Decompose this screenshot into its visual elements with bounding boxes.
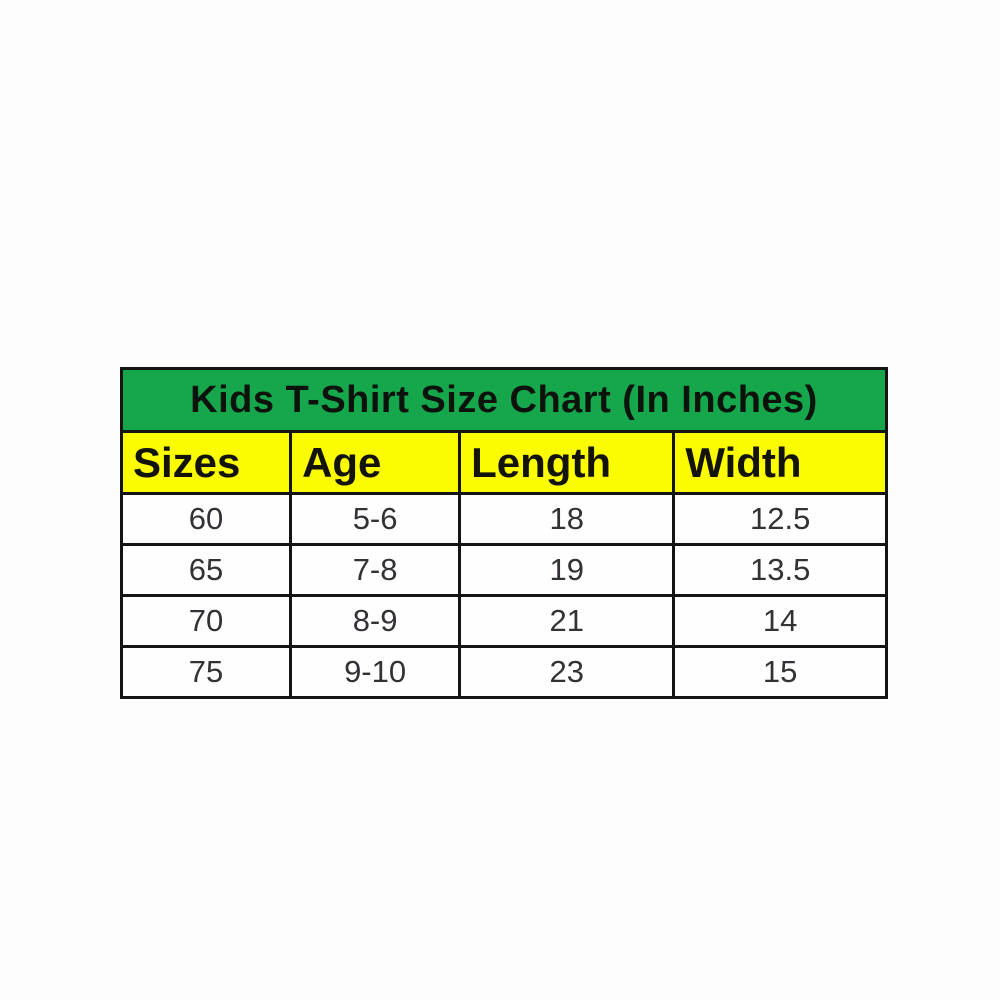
- column-header-length: Length: [458, 430, 676, 495]
- cell-age: 8-9: [289, 594, 462, 648]
- header-row: Sizes Age Length Width: [119, 430, 888, 495]
- column-header-age: Age: [289, 430, 462, 495]
- cell-length: 21: [458, 594, 676, 648]
- cell-width: 12.5: [672, 492, 888, 546]
- cell-length: 19: [458, 543, 676, 597]
- table-row: 75 9-10 23 15: [119, 645, 888, 699]
- cell-width: 13.5: [672, 543, 888, 597]
- cell-size: 70: [119, 594, 293, 648]
- table-row: 60 5-6 18 12.5: [119, 492, 888, 546]
- column-header-sizes: Sizes: [119, 430, 293, 495]
- cell-size: 60: [119, 492, 293, 546]
- size-chart-table: Kids T-Shirt Size Chart (In Inches) Size…: [119, 367, 888, 699]
- cell-width: 14: [672, 594, 888, 648]
- title-row: Kids T-Shirt Size Chart (In Inches): [120, 367, 888, 433]
- cell-size: 65: [119, 543, 293, 597]
- cell-size: 75: [119, 645, 293, 699]
- table-title: Kids T-Shirt Size Chart (In Inches): [120, 367, 888, 433]
- cell-age: 9-10: [289, 645, 462, 699]
- table-row: 65 7-8 19 13.5: [119, 543, 888, 597]
- cell-length: 18: [458, 492, 676, 546]
- cell-length: 23: [458, 645, 676, 699]
- cell-age: 5-6: [289, 492, 462, 546]
- cell-age: 7-8: [289, 543, 462, 597]
- cell-width: 15: [672, 645, 888, 699]
- table-row: 70 8-9 21 14: [119, 594, 888, 648]
- column-header-width: Width: [672, 430, 888, 495]
